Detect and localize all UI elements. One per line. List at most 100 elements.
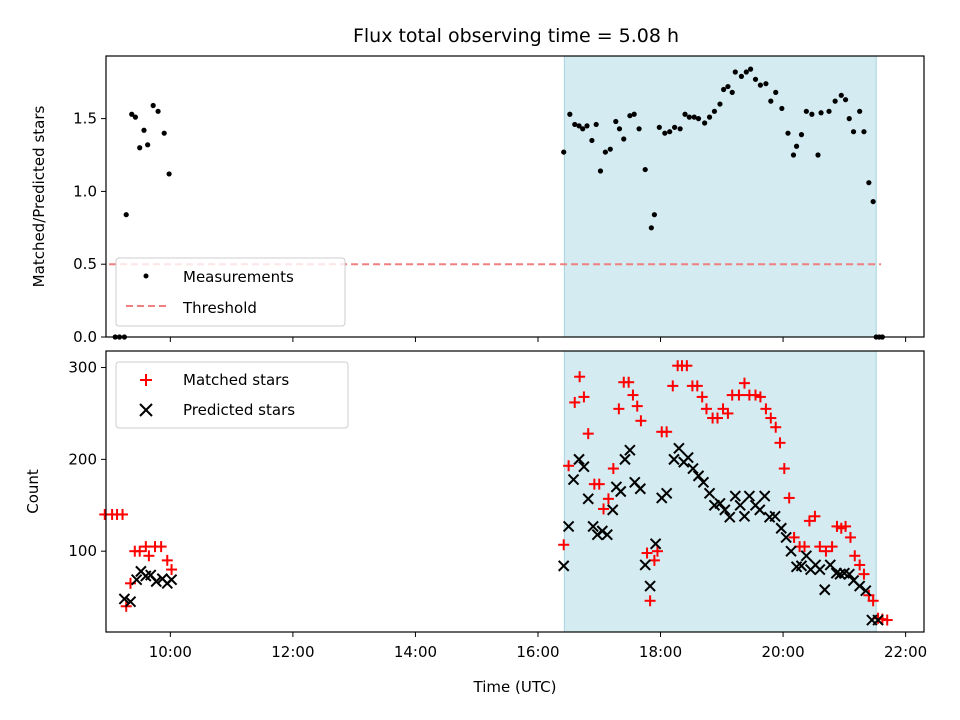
matched-star-point bbox=[641, 547, 653, 559]
predicted-star-point bbox=[644, 580, 656, 592]
predicted-star-point bbox=[624, 444, 636, 456]
measurement-point bbox=[627, 113, 633, 119]
measurement-point bbox=[870, 198, 876, 205]
matched-star-point bbox=[854, 559, 866, 571]
predicted-star-point bbox=[619, 453, 631, 466]
measurement-point bbox=[636, 126, 642, 132]
predicted-star-point bbox=[724, 511, 736, 523]
measurement-point bbox=[790, 152, 797, 158]
measurement-point bbox=[642, 166, 648, 173]
predicted-star-point bbox=[795, 560, 808, 572]
predicted-star-point bbox=[682, 451, 694, 464]
measurement-point bbox=[838, 92, 844, 98]
predicted-star-point bbox=[697, 476, 710, 489]
measurement-point bbox=[589, 137, 595, 144]
measurement-point bbox=[677, 126, 683, 132]
predicted-star-point bbox=[601, 528, 613, 541]
measurement-point bbox=[123, 212, 129, 218]
x-tick-label: 16:00 bbox=[516, 643, 559, 661]
matched-star-point bbox=[574, 371, 586, 383]
matched-star-point bbox=[863, 589, 875, 601]
measurement-point bbox=[597, 168, 604, 174]
predicted-star-point bbox=[800, 550, 813, 562]
predicted-star-point bbox=[562, 520, 575, 533]
matched-star-point bbox=[820, 545, 832, 557]
predicted-star-point bbox=[150, 575, 162, 588]
predicted-star-point bbox=[769, 510, 781, 523]
top-legend: Measurements Threshold bbox=[115, 257, 346, 327]
matched-star-point bbox=[809, 510, 821, 522]
measurement-point bbox=[779, 105, 785, 112]
measurement-point bbox=[818, 110, 824, 116]
measurement-point bbox=[686, 114, 692, 120]
matched-star-point bbox=[563, 460, 575, 472]
measurement-point bbox=[725, 83, 731, 90]
matched-star-point bbox=[558, 539, 570, 551]
predicted-star-point bbox=[673, 442, 685, 455]
matched-star-point bbox=[648, 554, 660, 566]
predicted-star-point bbox=[729, 490, 741, 502]
matched-star-point bbox=[602, 493, 614, 505]
predicted-star-point bbox=[843, 568, 855, 580]
x-tick-label: 22:00 bbox=[884, 643, 927, 661]
bottom-y-ticks: 100 200 300 bbox=[68, 359, 106, 560]
top-panel: 0.0 0.5 1.0 1.5 Matched/Predicted stars Mea… bbox=[30, 55, 925, 346]
measurement-point bbox=[815, 152, 821, 158]
matched-star-point bbox=[696, 391, 708, 403]
predicted-star-point bbox=[734, 499, 746, 511]
x-axis-label: Time (UTC) bbox=[473, 678, 557, 696]
measurement-point bbox=[651, 212, 657, 218]
measurement-point bbox=[763, 81, 769, 87]
matched-star-point bbox=[651, 545, 663, 557]
measurement-point bbox=[662, 130, 668, 136]
predicted-star-point bbox=[124, 595, 137, 608]
measurement-point bbox=[141, 127, 147, 133]
matched-star-point bbox=[722, 407, 734, 419]
matched-star-point bbox=[844, 531, 856, 543]
bottom-y-tick-label: 300 bbox=[68, 359, 97, 377]
top-axes-frame bbox=[105, 55, 925, 338]
measurement-point bbox=[757, 82, 764, 88]
measurement-point bbox=[850, 129, 857, 135]
predicted-star-point bbox=[743, 490, 756, 502]
top-y-ticks: 0.0 0.5 1.0 1.5 bbox=[73, 110, 106, 346]
measurement-point bbox=[695, 116, 702, 122]
measurements-series bbox=[112, 66, 885, 340]
measurement-point bbox=[161, 130, 167, 136]
matched-star-point bbox=[667, 380, 679, 392]
x-tick-label: 10:00 bbox=[149, 643, 192, 661]
matched-star-point bbox=[788, 531, 800, 543]
measurement-point bbox=[607, 146, 613, 152]
matched-star-point bbox=[799, 541, 811, 553]
predicted-star-point bbox=[714, 497, 726, 510]
top-y-axis-label: Matched/Predicted stars bbox=[30, 106, 48, 288]
measurement-point bbox=[132, 114, 139, 120]
top-y-tick-label: 1.5 bbox=[73, 110, 97, 128]
matched-star-point bbox=[635, 415, 647, 427]
measurement-point bbox=[861, 129, 867, 135]
measurement-point bbox=[561, 149, 567, 155]
matched-star-point bbox=[712, 412, 724, 424]
measurement-point bbox=[832, 98, 838, 104]
predicted-star-point bbox=[775, 522, 787, 534]
matched-star-point bbox=[770, 421, 782, 433]
measurement-point bbox=[567, 111, 573, 117]
measurement-point bbox=[602, 149, 608, 155]
legend-measurements-marker bbox=[143, 273, 149, 279]
matched-star-point bbox=[661, 426, 673, 438]
predicted-star-point bbox=[834, 568, 846, 580]
predicted-star-point bbox=[614, 485, 627, 498]
predicted-star-point bbox=[785, 545, 797, 557]
measurement-point bbox=[793, 143, 800, 149]
predicted-star-point bbox=[607, 504, 619, 516]
matched-star-point bbox=[754, 391, 766, 403]
measurement-point bbox=[576, 123, 582, 129]
predicted-star-point bbox=[853, 580, 866, 592]
predicted-star-point bbox=[754, 504, 766, 516]
matched-star-point bbox=[140, 541, 152, 553]
matched-star-point bbox=[765, 412, 777, 424]
predicted-star-point bbox=[758, 490, 771, 502]
matched-star-point bbox=[623, 376, 635, 388]
matched-star-point bbox=[733, 389, 745, 401]
matched-star-point bbox=[700, 403, 712, 415]
